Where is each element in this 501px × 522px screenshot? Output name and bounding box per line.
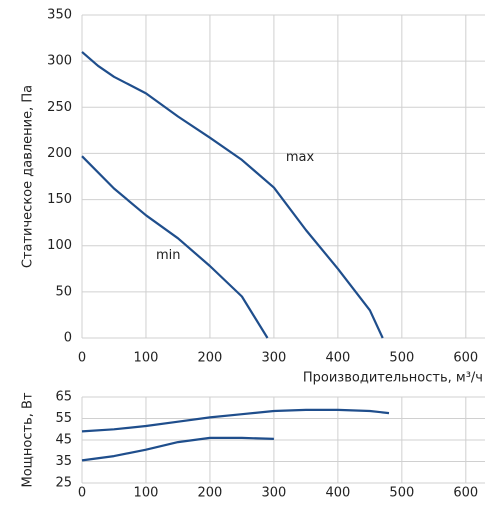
y-tick-label: 100 bbox=[47, 238, 72, 253]
x-tick-label: 400 bbox=[325, 486, 350, 501]
y-tick-label: 150 bbox=[47, 192, 72, 207]
y-tick-label: 350 bbox=[47, 8, 72, 23]
y-axis-label: Статическое давление, Па bbox=[21, 85, 36, 268]
y-tick-label: 45 bbox=[55, 433, 72, 448]
line bbox=[81, 408, 390, 433]
y-tick-label: 35 bbox=[55, 454, 72, 469]
x-tick-label: 0 bbox=[78, 486, 86, 501]
y-tick-label: 250 bbox=[47, 100, 72, 115]
x-tick-label: 500 bbox=[389, 351, 414, 366]
x-axis-label: Производительность, м³/ч bbox=[303, 371, 483, 386]
x-tick-label: 400 bbox=[325, 351, 350, 366]
line bbox=[81, 436, 274, 462]
x-tick-label: 300 bbox=[261, 351, 286, 366]
line bbox=[81, 155, 269, 339]
series-label: min bbox=[156, 248, 181, 263]
y-tick-label: 300 bbox=[47, 54, 72, 69]
y-tick-label: 65 bbox=[55, 390, 72, 405]
y-tick-label: 200 bbox=[47, 146, 72, 161]
y-tick-label: 50 bbox=[55, 284, 72, 299]
y-tick-label: 0 bbox=[64, 331, 72, 346]
y-tick-label: 55 bbox=[55, 411, 72, 426]
x-tick-label: 300 bbox=[261, 486, 286, 501]
x-tick-label: 600 bbox=[453, 486, 478, 501]
y-tick-label: 25 bbox=[55, 476, 72, 491]
x-tick-label: 500 bbox=[389, 486, 414, 501]
x-tick-label: 600 bbox=[453, 351, 478, 366]
x-tick-label: 0 bbox=[78, 351, 86, 366]
x-tick-label: 100 bbox=[134, 351, 159, 366]
y-axis-label: Мощность, Вт bbox=[21, 392, 36, 487]
series-label: max bbox=[286, 150, 315, 165]
x-tick-label: 100 bbox=[134, 486, 159, 501]
x-tick-label: 200 bbox=[198, 351, 223, 366]
line bbox=[81, 51, 384, 339]
x-tick-label: 200 bbox=[198, 486, 223, 501]
